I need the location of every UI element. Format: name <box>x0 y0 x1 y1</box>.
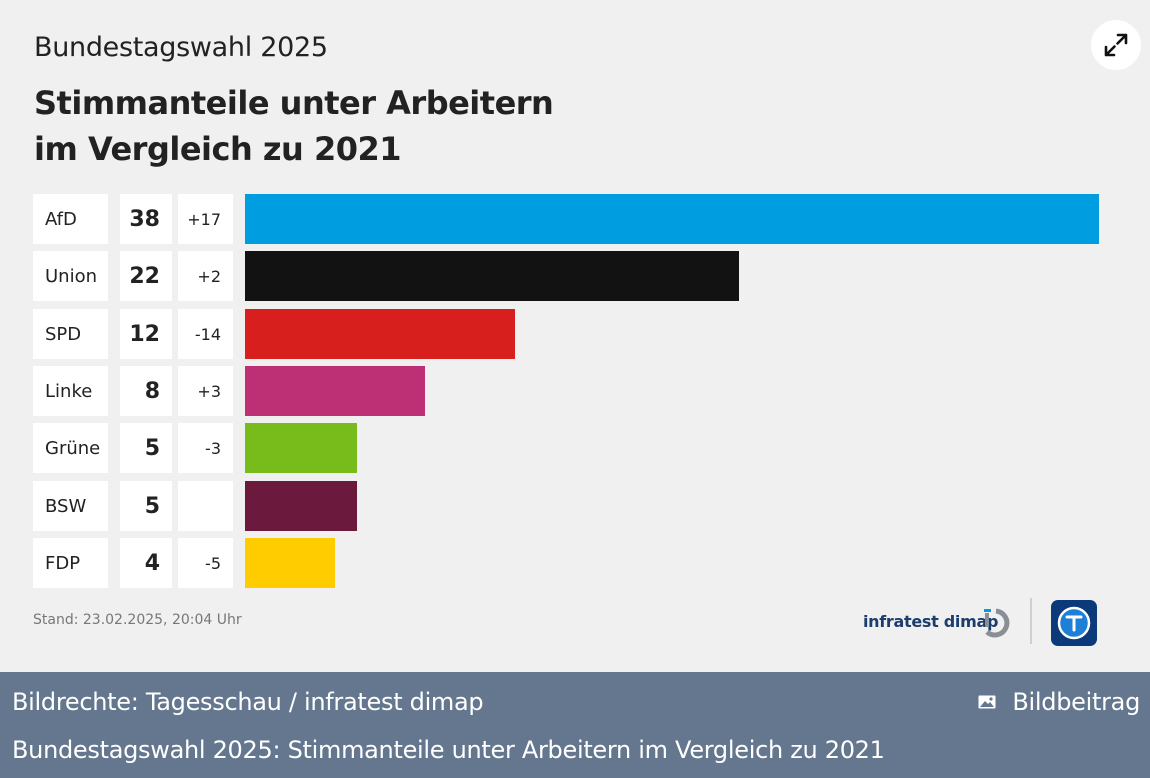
vote-share-value: 4 <box>120 538 172 588</box>
party-label: Union <box>33 251 108 301</box>
party-label: Grüne <box>33 423 108 473</box>
chart-title-line1: Stimmanteile unter Arbeitern <box>34 84 554 122</box>
vote-share-value: 5 <box>120 423 172 473</box>
timestamp: Stand: 23.02.2025, 20:04 Uhr <box>33 612 242 628</box>
party-label: BSW <box>33 481 108 531</box>
vote-share-value: 38 <box>120 194 172 244</box>
image-type-badge: Bildbeitrag <box>978 688 1140 716</box>
image-credit: Bildrechte: Tagesschau / infratest dimap <box>12 688 484 716</box>
bar-spd <box>245 309 515 359</box>
chart-area: Bundestagswahl 2025 Stimmanteile unter A… <box>33 20 1141 646</box>
infratest-logo <box>984 608 1010 638</box>
image-type-label: Bildbeitrag <box>1012 688 1140 716</box>
bar-linke <box>245 366 425 416</box>
change-value: +2 <box>178 251 233 301</box>
expand-icon <box>1104 33 1128 57</box>
vote-share-value: 12 <box>120 309 172 359</box>
party-label: SPD <box>33 309 108 359</box>
vote-share-value: 8 <box>120 366 172 416</box>
party-label: AfD <box>33 194 108 244</box>
bar-fdp <box>245 538 335 588</box>
vote-share-value: 22 <box>120 251 172 301</box>
bar-bsw <box>245 481 357 531</box>
chart-subtitle: Bundestagswahl 2025 <box>34 32 328 63</box>
bar-gruene <box>245 423 357 473</box>
logo-divider <box>1030 598 1032 644</box>
change-value: -14 <box>178 309 233 359</box>
expand-button[interactable] <box>1091 20 1141 70</box>
chart-title-line2: im Vergleich zu 2021 <box>34 130 402 168</box>
change-value: +3 <box>178 366 233 416</box>
bar-afd <box>245 194 1099 244</box>
change-value: -3 <box>178 423 233 473</box>
change-value: +17 <box>178 194 233 244</box>
tagesschau-logo <box>1051 600 1097 646</box>
chart-title: Stimmanteile unter Arbeitern im Vergleic… <box>34 80 834 172</box>
bar-union <box>245 251 739 301</box>
change-value: -5 <box>178 538 233 588</box>
caption-bar: Bildrechte: Tagesschau / infratest dimap… <box>0 672 1150 778</box>
party-label: FDP <box>33 538 108 588</box>
change-value <box>178 481 233 531</box>
party-label: Linke <box>33 366 108 416</box>
vote-share-value: 5 <box>120 481 172 531</box>
image-caption: Bundestagswahl 2025: Stimmanteile unter … <box>12 736 885 764</box>
infratest-logo-text: infratest dimap <box>863 612 999 631</box>
image-icon <box>978 695 996 709</box>
